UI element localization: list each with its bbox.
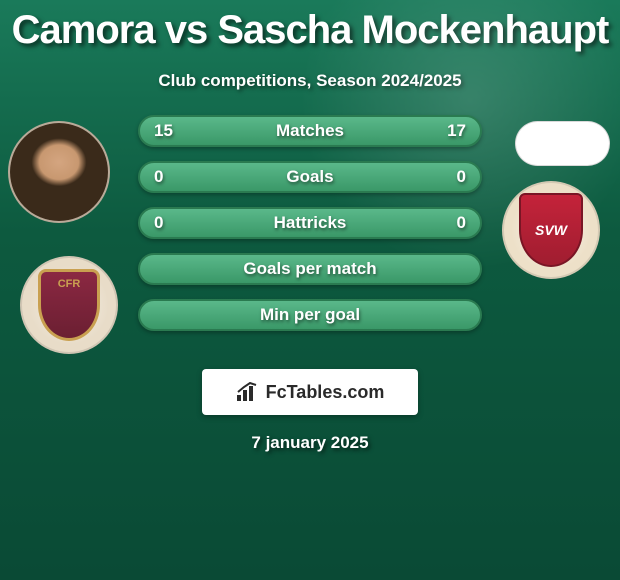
stat-left-value: 15 <box>154 121 173 141</box>
comparison-area: 15 Matches 17 0 Goals 0 0 Hattricks 0 Go… <box>0 121 620 361</box>
player-right <box>515 121 610 166</box>
stat-rows: 15 Matches 17 0 Goals 0 0 Hattricks 0 Go… <box>138 115 482 345</box>
page-title: Camora vs Sascha Mockenhaupt <box>0 0 620 53</box>
stat-label: Matches <box>276 121 344 141</box>
stat-label: Min per goal <box>260 305 360 325</box>
player-left-avatar <box>8 121 110 223</box>
club-crest-right <box>502 181 600 279</box>
stat-right-value: 0 <box>457 167 466 187</box>
stat-row-matches: 15 Matches 17 <box>138 115 482 147</box>
cfr-crest-icon <box>38 269 100 341</box>
stat-right-value: 17 <box>447 121 466 141</box>
brand-text: FcTables.com <box>266 382 385 403</box>
player-left <box>8 121 110 223</box>
stat-label: Goals <box>286 167 333 187</box>
avatar-face-icon <box>10 123 108 221</box>
stat-row-goals-per-match: Goals per match <box>138 253 482 285</box>
stat-row-min-per-goal: Min per goal <box>138 299 482 331</box>
brand-box[interactable]: FcTables.com <box>202 369 418 415</box>
stat-left-value: 0 <box>154 213 163 233</box>
stat-label: Hattricks <box>274 213 347 233</box>
stat-left-value: 0 <box>154 167 163 187</box>
stat-right-value: 0 <box>457 213 466 233</box>
footer-date: 7 january 2025 <box>0 433 620 453</box>
stat-label: Goals per match <box>243 259 376 279</box>
page-subtitle: Club competitions, Season 2024/2025 <box>0 71 620 91</box>
stat-row-goals: 0 Goals 0 <box>138 161 482 193</box>
bar-chart-icon <box>236 382 260 402</box>
club-crest-left <box>20 256 118 354</box>
stat-row-hattricks: 0 Hattricks 0 <box>138 207 482 239</box>
svw-crest-icon <box>519 193 583 267</box>
player-right-avatar-blank <box>515 121 610 166</box>
